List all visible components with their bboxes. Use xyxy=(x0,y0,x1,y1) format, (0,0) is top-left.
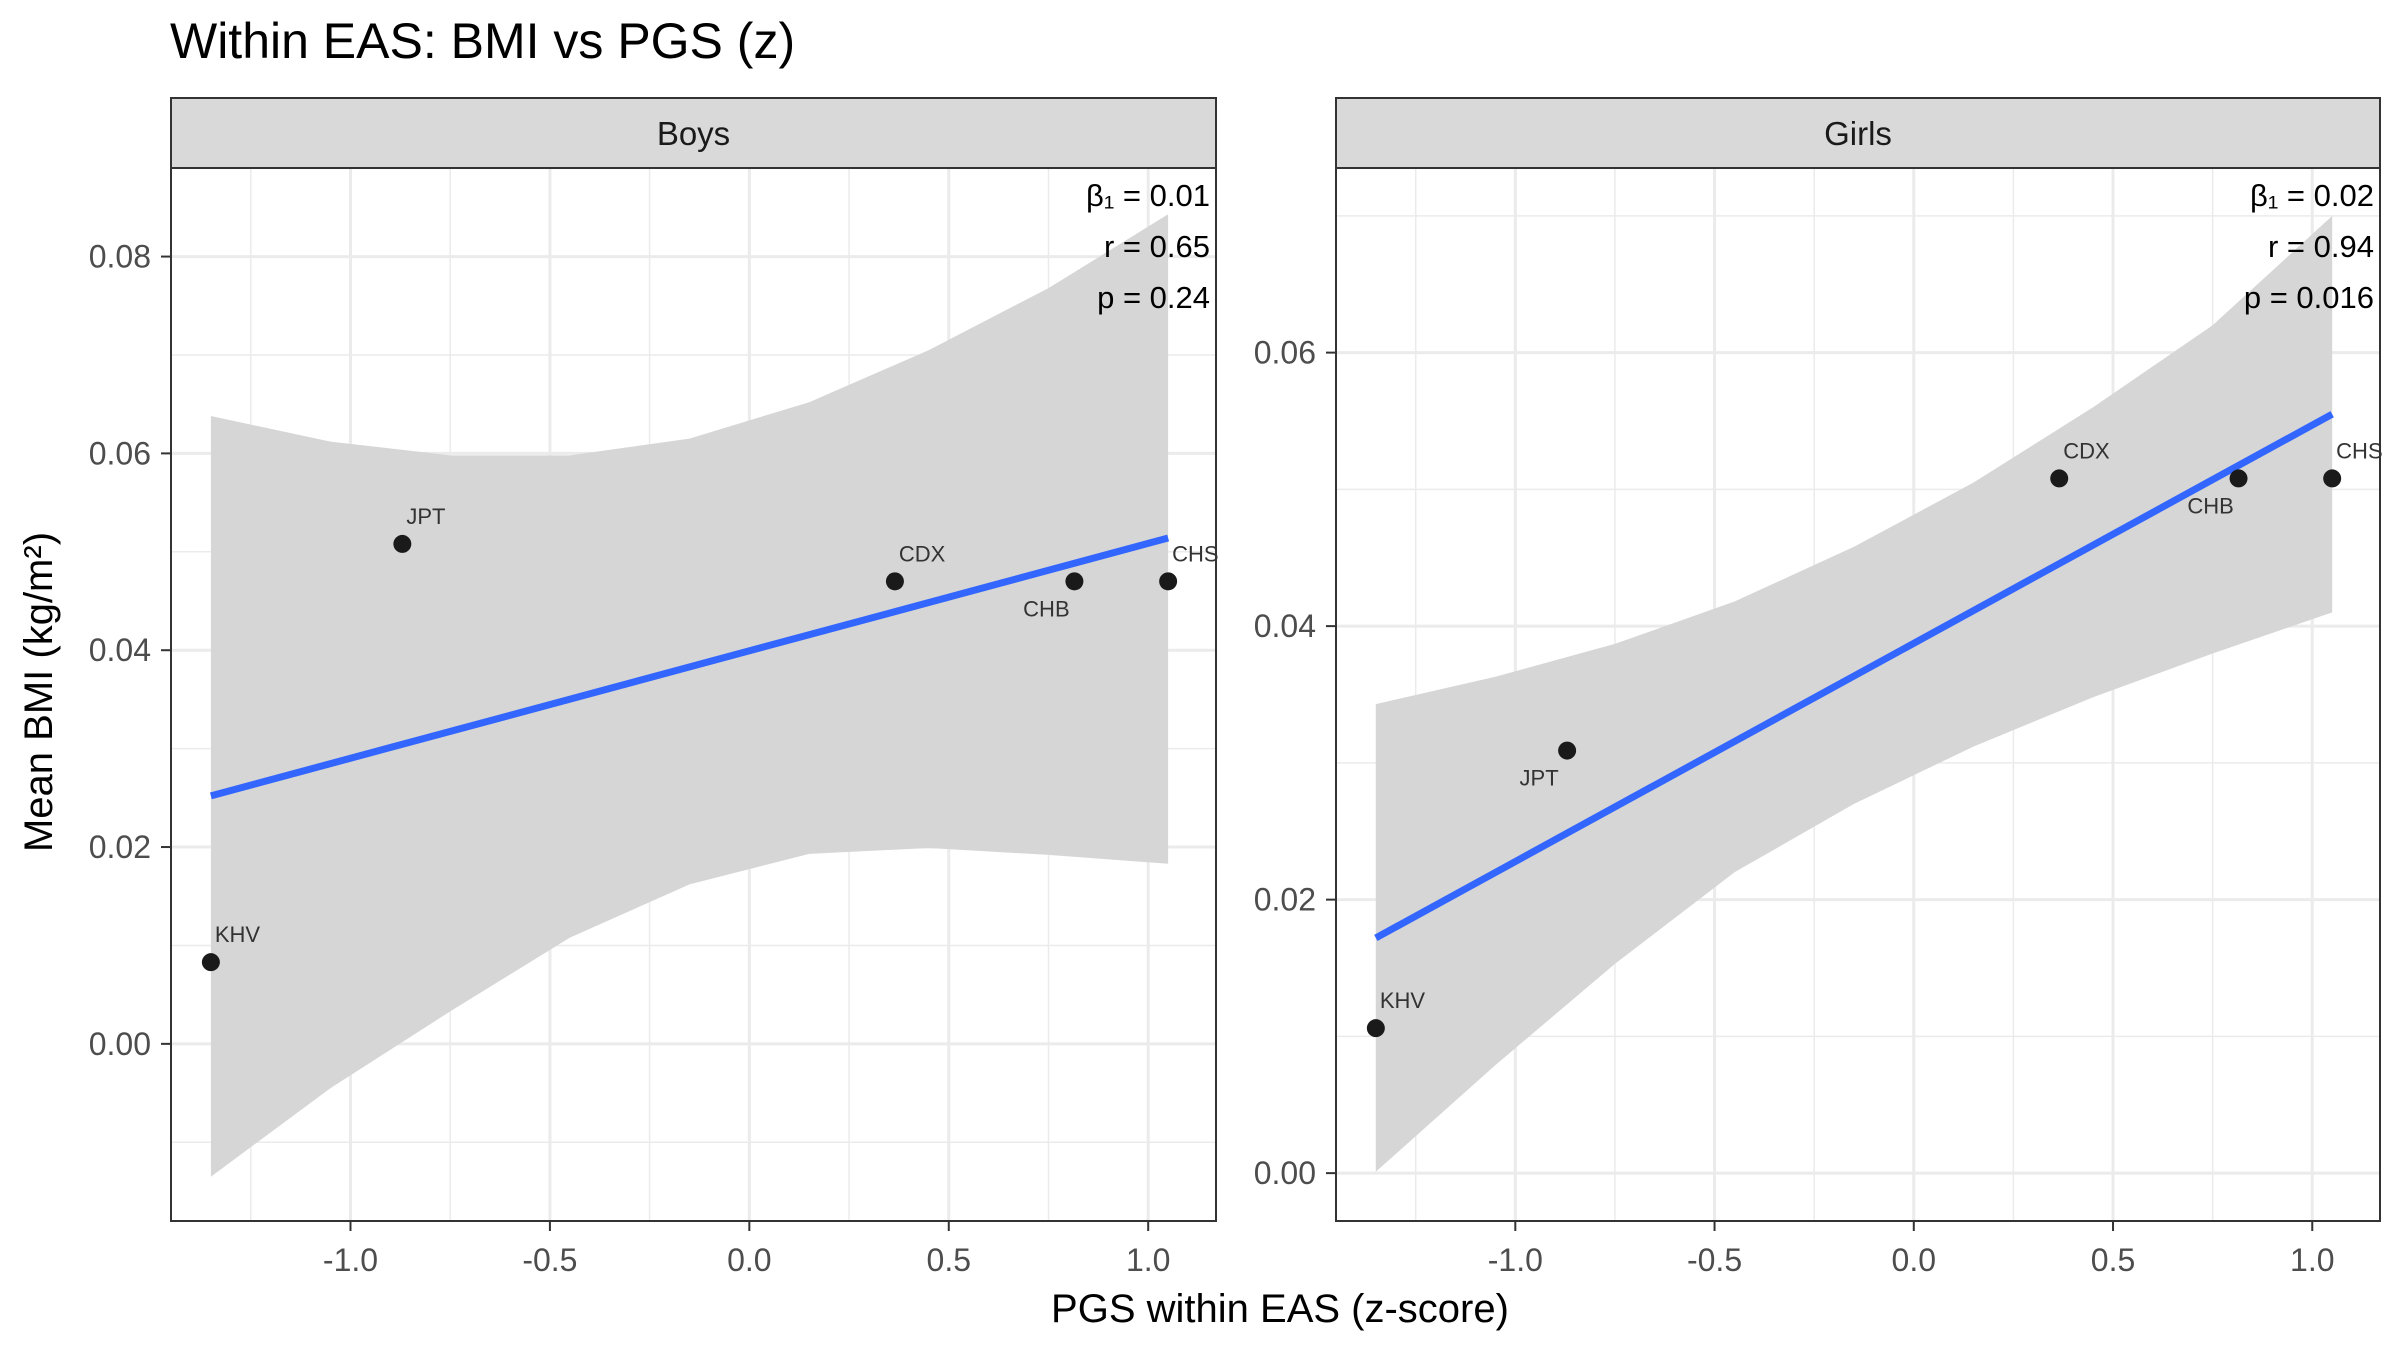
stats-annotation-line: r = 0.94 xyxy=(2268,229,2374,264)
x-tick-label: 0.0 xyxy=(727,1242,771,1278)
x-tick-label: -1.0 xyxy=(323,1242,378,1278)
y-tick-label: 0.02 xyxy=(1254,882,1316,918)
data-point-chb xyxy=(2229,469,2248,488)
data-point-cdx xyxy=(885,572,904,591)
stats-annotation-line: β₁ = 0.02 xyxy=(2250,178,2374,213)
panel-boys: Boys KHV JPT CDX CHB CHS -1.0 -0.5 0.0 0.5 1.0 0.00… xyxy=(89,97,1219,1278)
panel-border xyxy=(1335,167,2381,1222)
point-label-chs: CHS xyxy=(2336,438,2382,463)
y-tick-label: 0.04 xyxy=(1254,608,1316,644)
y-tick-label: 0.06 xyxy=(89,435,151,471)
point-label-khv: KHV xyxy=(215,922,261,947)
point-label-cdx: CDX xyxy=(2063,438,2110,463)
data-point-khv xyxy=(1366,1019,1385,1038)
data-point-chs xyxy=(2323,469,2342,488)
x-tick-label: -0.5 xyxy=(522,1242,577,1278)
y-axis-title: Mean BMI (kg/m²) xyxy=(17,532,61,852)
y-tick-label: 0.00 xyxy=(1254,1155,1316,1191)
y-tick-label: 0.06 xyxy=(1254,335,1316,371)
x-tick-label: 0.5 xyxy=(2091,1242,2135,1278)
x-tick-label: -1.0 xyxy=(1488,1242,1543,1278)
regression-line xyxy=(1374,411,2334,941)
point-label-chb: CHB xyxy=(2187,493,2233,518)
x-axis-title: PGS within EAS (z-score) xyxy=(1051,1287,1509,1331)
x-tick-label: 0.0 xyxy=(1892,1242,1936,1278)
facet-strip xyxy=(170,97,1217,169)
regression-line xyxy=(209,534,1170,800)
point-label-jpt: JPT xyxy=(406,504,445,529)
point-label-jpt: JPT xyxy=(1520,766,1559,791)
x-tick-label: 1.0 xyxy=(1126,1242,1170,1278)
facet-strip-label: Boys xyxy=(657,115,730,152)
stats-annotation-line: p = 0.016 xyxy=(2244,280,2374,315)
confidence-band xyxy=(1375,215,2333,1172)
panel-border xyxy=(170,167,1217,1222)
x-tick-label: 0.5 xyxy=(927,1242,971,1278)
y-tick-label: 0.00 xyxy=(89,1026,151,1062)
point-label-khv: KHV xyxy=(1380,988,1426,1013)
x-tick-label: 1.0 xyxy=(2290,1242,2334,1278)
data-point-jpt xyxy=(393,534,412,553)
point-label-cdx: CDX xyxy=(899,541,946,566)
stats-annotation-line: r = 0.65 xyxy=(1104,229,1210,264)
facet-strip-label: Girls xyxy=(1824,115,1892,152)
chart-title: Within EAS: BMI vs PGS (z) xyxy=(170,13,795,69)
x-tick-label: -0.5 xyxy=(1687,1242,1742,1278)
data-point-jpt xyxy=(1558,741,1577,760)
panel-girls: Girls KHV JPT CDX CHB CHS -1.0 -0.5 0.0 0.5 1.0 0.0… xyxy=(1254,97,2383,1278)
data-point-cdx xyxy=(2050,469,2069,488)
y-tick-label: 0.02 xyxy=(89,829,151,865)
data-point-chb xyxy=(1065,572,1084,591)
data-point-khv xyxy=(201,953,220,972)
y-tick-label: 0.08 xyxy=(89,239,151,275)
data-point-chs xyxy=(1159,572,1178,591)
point-label-chs: CHS xyxy=(1172,541,1218,566)
point-label-chb: CHB xyxy=(1023,596,1069,621)
stats-annotation-line: p = 0.24 xyxy=(1097,280,1210,315)
confidence-band xyxy=(210,214,1169,1177)
y-tick-label: 0.04 xyxy=(89,632,151,668)
stats-annotation-line: β₁ = 0.01 xyxy=(1086,178,1210,213)
